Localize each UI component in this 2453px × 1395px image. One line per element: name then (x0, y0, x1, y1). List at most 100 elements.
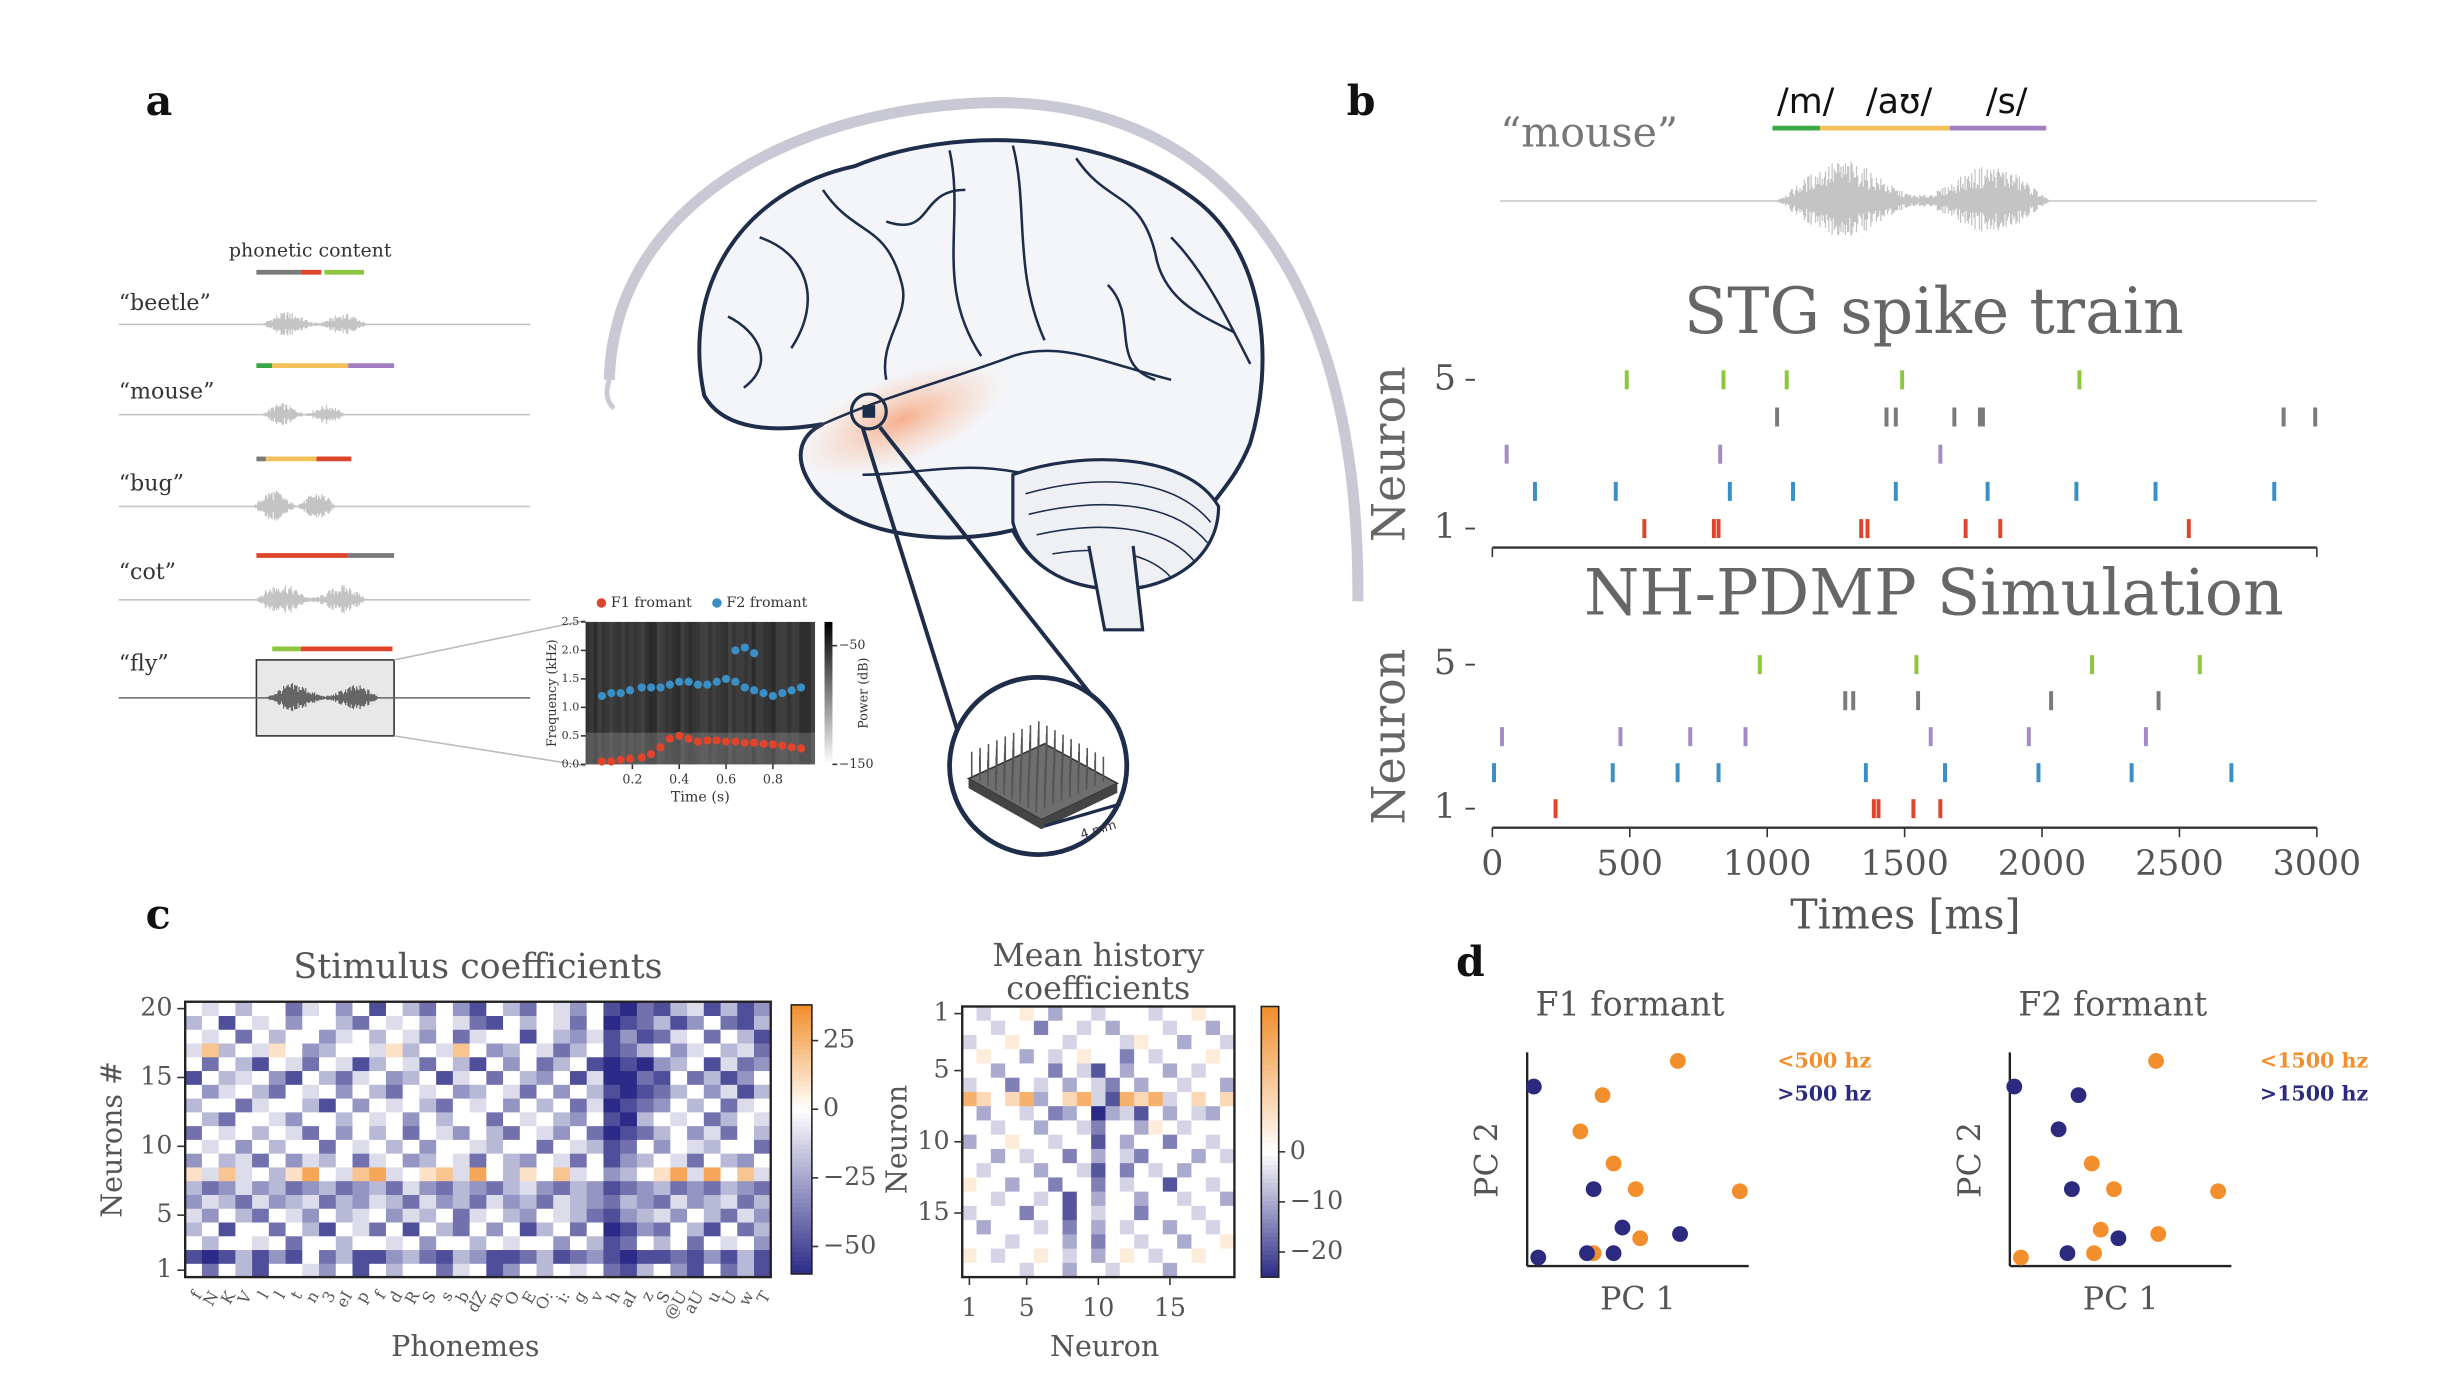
heatmap-cell (252, 1194, 270, 1209)
heatmap-cell (1076, 1049, 1092, 1064)
heatmap-cell (1019, 1120, 1035, 1136)
x-tick-label: S (418, 1288, 440, 1307)
heatmap-cell (319, 1194, 337, 1209)
heatmap-cell (670, 1056, 688, 1072)
formant-point (647, 749, 656, 759)
heatmap-cell (436, 1084, 454, 1099)
colorbar-segment (1261, 1191, 1279, 1197)
heatmap-cell (285, 1235, 303, 1251)
heatmap-cell (1148, 1106, 1164, 1121)
spectrogram-texture (799, 621, 804, 765)
y-tick-label: 10 (140, 1129, 172, 1159)
heatmap-cell (385, 1001, 404, 1016)
heatmap-cell (369, 1098, 387, 1113)
heatmap-cell (419, 1222, 437, 1237)
heatmap-cell (268, 1208, 287, 1223)
heatmap-cell (670, 1153, 688, 1168)
heatmap-cell (569, 1084, 588, 1099)
heatmap-cell (319, 1222, 337, 1237)
heatmap-cell (1019, 1148, 1035, 1164)
spectrogram-texture (747, 621, 752, 765)
heatmap-cell (1105, 1034, 1121, 1050)
stg-highlight (798, 360, 1007, 478)
heatmap-cell (1205, 1049, 1221, 1064)
x-tick-label: O: (531, 1288, 557, 1313)
heatmap-cell (419, 1249, 437, 1264)
heatmap-cell (720, 1084, 738, 1099)
heatmap-cell (670, 1029, 688, 1044)
formant-point (778, 689, 787, 698)
heatmap-cell (503, 1194, 521, 1209)
heatmap-cell (302, 1153, 320, 1168)
heatmap-cell (235, 1015, 253, 1030)
heatmap-cell (201, 1180, 220, 1195)
heatmap-cell (976, 1006, 992, 1022)
formant-point (656, 743, 665, 752)
colorbar-segment (1261, 1182, 1279, 1188)
heatmap-cell (1177, 1248, 1192, 1264)
heatmap-cell (620, 1125, 638, 1140)
heatmap-cell (335, 1125, 353, 1140)
heatmap-cell (636, 1139, 655, 1154)
heatmap-cell (452, 1111, 471, 1127)
heatmap-cell (1105, 1191, 1121, 1207)
heatmap-cell (1019, 1006, 1035, 1022)
heatmap-cell (569, 1125, 588, 1140)
colorbar-segment (791, 1130, 812, 1136)
heatmap-cell (285, 1001, 303, 1016)
formant-point (750, 686, 759, 695)
heatmap-cell (268, 1029, 287, 1044)
heatmap-cell (201, 1263, 220, 1278)
heatmap-cell (1019, 1077, 1035, 1093)
heatmap-cell (569, 1070, 588, 1085)
chart-title: Stimulus coefficients (293, 947, 662, 987)
spectrogram-texture (755, 621, 760, 765)
heatmap-cell (1105, 1006, 1121, 1022)
heatmap-cell (268, 1125, 287, 1140)
heatmap-cell (670, 1015, 688, 1030)
colorbar-segment (1261, 1029, 1279, 1035)
spectrogram-texture (739, 621, 744, 765)
heatmap-cell (1062, 1063, 1078, 1079)
heatmap-cell (536, 1125, 554, 1140)
formant-point (731, 646, 740, 655)
y-tick-label: 5 (156, 1198, 172, 1228)
colorbar-segment (791, 1193, 812, 1199)
heatmap-cell (1220, 1262, 1235, 1278)
heatmap-cell (452, 1249, 471, 1264)
heatmap-cell (319, 1098, 337, 1113)
heatmap-cell (352, 1222, 370, 1237)
formant-point (740, 643, 749, 652)
heatmap-cell (1005, 1234, 1020, 1250)
heatmap-cell (1091, 1020, 1106, 1036)
formant-point (740, 738, 749, 747)
heatmap-cell (419, 1015, 437, 1030)
colorbar-segment (1261, 1218, 1279, 1224)
heatmap-cell (1191, 1120, 1207, 1136)
spectrogram-texture (652, 621, 657, 765)
heatmap-cell (1091, 1034, 1106, 1050)
heatmap-cell (754, 1153, 772, 1168)
heatmap-cell (452, 1222, 471, 1237)
heatmap-cell (335, 1263, 353, 1278)
heatmap-cell (469, 1056, 487, 1072)
colorbar-segment (791, 1134, 812, 1141)
spectrogram-texture (585, 621, 590, 765)
heatmap-cell (586, 1222, 604, 1237)
colorbar-segment (1261, 1051, 1279, 1057)
heatmap-cell (268, 1235, 287, 1251)
heatmap-cell (553, 1070, 571, 1085)
heatmap-cell (1062, 1020, 1078, 1036)
heatmap-cell (1191, 1091, 1207, 1107)
colorbar-segment (791, 1027, 812, 1033)
heatmap-cell (653, 1111, 671, 1127)
heatmap-cell (1005, 1106, 1020, 1121)
heatmap-cell (569, 1001, 588, 1016)
heatmap-cell (636, 1111, 655, 1127)
heatmap-cell (703, 1098, 722, 1113)
arc (603, 97, 1364, 602)
word-label: “bug” (119, 470, 184, 496)
heatmap-cell (1033, 1006, 1049, 1022)
heatmap-cell (636, 1263, 655, 1278)
heatmap-cell (1105, 1234, 1121, 1250)
